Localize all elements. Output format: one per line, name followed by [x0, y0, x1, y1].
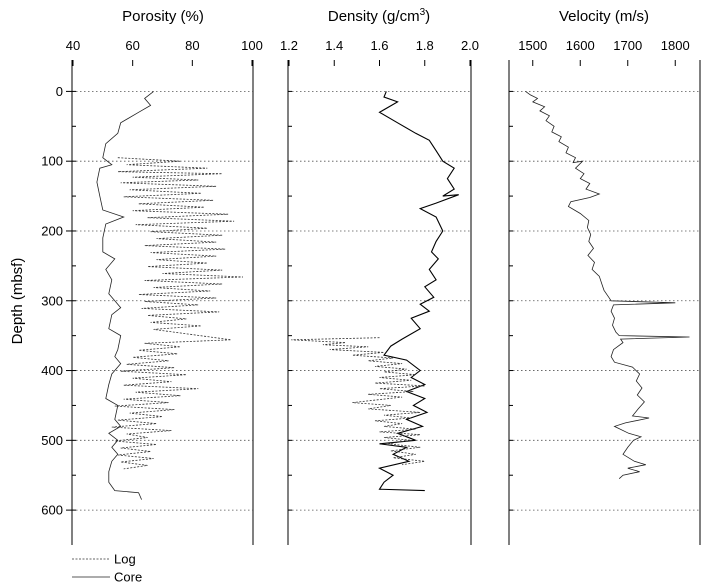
- depth-axis: 0 100 200 300 400 500 600 Depth (mbsf): [9, 84, 72, 518]
- series-core-line: [525, 91, 690, 479]
- x-tick-label: 1.4: [325, 38, 343, 53]
- x-tick-label: 1.8: [416, 38, 434, 53]
- x-tick-label: 80: [185, 38, 199, 53]
- x-tick-label: 1.6: [370, 38, 388, 53]
- legend-core-label: Core: [114, 570, 142, 585]
- x-tick-label: 100: [241, 38, 263, 53]
- x-tick-label: 1600: [566, 38, 595, 53]
- series-log-line: [111, 157, 244, 470]
- x-tick-label: 1500: [518, 38, 547, 53]
- depth-tick-label: 500: [41, 433, 63, 448]
- x-tick-label: 1700: [613, 38, 642, 53]
- series-log-line: [291, 337, 425, 466]
- series-core-line: [377, 91, 459, 492]
- depth-tick-label: 400: [41, 363, 63, 378]
- series-core-line: [96, 91, 154, 500]
- x-tick-label: 2.0: [461, 38, 479, 53]
- panel-1: Porosity (%) 40 60 80 100: [66, 8, 263, 545]
- panels-layer: Porosity (%) 40 60 80 100 Density (g/cm3) 1.2 1…: [66, 7, 701, 545]
- depth-tick-label: 100: [41, 154, 63, 169]
- depth-tick-label: 0: [56, 84, 63, 99]
- panel-3: Velocity (m/s) 1500 1600 1700 1800: [508, 8, 701, 545]
- panel-2: Density (g/cm3) 1.2 1.4 1.6 1.8 2.0: [280, 7, 479, 545]
- depth-axis-label: Depth (mbsf): [9, 258, 26, 345]
- legend: Log Core: [72, 552, 142, 585]
- x-tick-label: 60: [125, 38, 139, 53]
- depth-tick-label: 300: [41, 293, 63, 308]
- panel-title: Porosity (%): [122, 8, 204, 25]
- panel-title: Density (g/cm3): [328, 7, 430, 25]
- depth-tick-label: 200: [41, 223, 63, 238]
- x-tick-label: 40: [66, 38, 80, 53]
- x-tick-label: 1800: [661, 38, 690, 53]
- panel-title: Velocity (m/s): [559, 8, 649, 25]
- legend-log-label: Log: [114, 552, 136, 567]
- depth-tick-label: 600: [41, 503, 63, 518]
- x-tick-label: 1.2: [280, 38, 298, 53]
